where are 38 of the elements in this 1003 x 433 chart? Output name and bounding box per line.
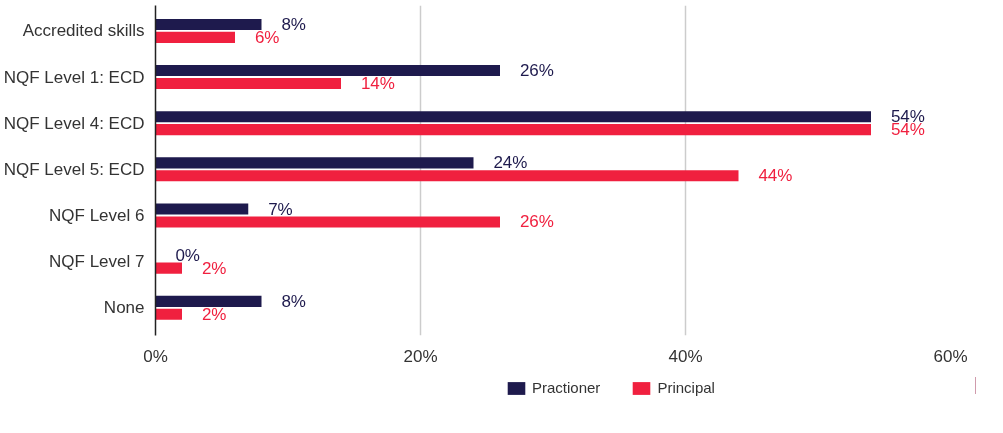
y-tick-label: NQF Level 4: ECD [3,113,145,133]
data-label: 14% [360,74,395,93]
x-tick-label: 0% [143,346,168,366]
bar [155,111,871,123]
bar [155,216,500,228]
legend-label: Practioner [532,379,601,396]
x-tick-label: 40% [668,346,703,366]
data-label: 2% [201,258,227,278]
data-label: 24% [493,153,528,173]
bar [155,170,739,182]
y-tick-label: NQF Level 1: ECD [3,67,145,87]
bar [155,31,235,43]
bar [155,77,341,90]
y-tick-label: NQF Level 6 [49,206,145,225]
bar [155,295,262,307]
data-label: 2% [201,304,227,324]
bar [155,157,474,169]
data-label: 6% [254,27,280,47]
bar [155,65,500,77]
bar [155,308,182,320]
data-label: 8% [281,291,306,311]
y-tick-label: Accredited skills [22,21,145,41]
bar [155,124,871,136]
legend-label: Principal [657,379,715,396]
data-label: 0% [175,245,200,265]
bar [155,262,182,274]
y-tick-label: None [103,298,145,318]
data-label: 26% [519,61,554,81]
y-tick-label: NQF Level 5: ECD [3,159,145,179]
x-tick-label: 20% [403,346,438,366]
bar [155,18,262,30]
data-label: 44% [758,166,793,186]
data-label: 7% [268,199,293,219]
data-label: 26% [519,212,554,232]
y-tick-label: NQF Level 7 [49,252,145,272]
data-label: 8% [281,14,306,34]
bar [155,203,249,215]
x-tick-label: 60% [933,346,968,366]
